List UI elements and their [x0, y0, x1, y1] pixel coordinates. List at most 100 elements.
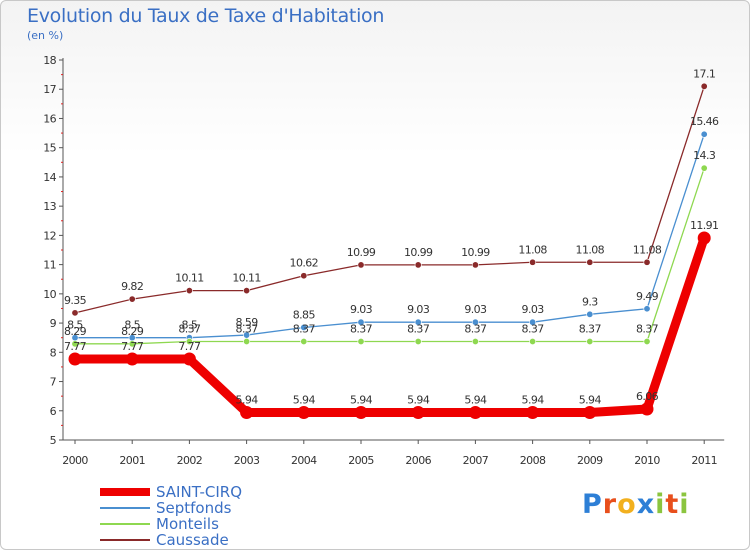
y-tick-label: 9: [50, 317, 57, 330]
data-point: [700, 164, 708, 172]
data-point: [357, 318, 365, 326]
x-tick-label: 2008: [520, 454, 546, 467]
data-point: [586, 258, 594, 266]
data-point: [243, 337, 251, 345]
y-tick-label: 8: [50, 346, 57, 359]
legend-label-septfonds: Septfonds: [156, 499, 232, 517]
data-label: 9.03: [464, 303, 487, 316]
legend-label-caussade: Caussade: [156, 531, 229, 549]
legend-swatch-monteils: [100, 523, 150, 525]
data-point: [240, 406, 254, 420]
logo-letter: P: [582, 489, 603, 520]
data-label: 10.99: [461, 246, 490, 259]
x-tick-label: 2011: [691, 454, 717, 467]
x-tick-label: 2007: [463, 454, 489, 467]
logo-letter: r: [602, 489, 618, 520]
data-point: [125, 352, 139, 366]
legend-item-saint-cirq: SAINT-CIRQ: [100, 483, 243, 501]
y-tick-label: 16: [43, 112, 56, 125]
data-point: [357, 261, 365, 269]
y-tick-label: 17: [43, 83, 56, 96]
data-point: [414, 337, 422, 345]
x-tick-label: 2010: [634, 454, 660, 467]
data-label: 8.29: [64, 325, 87, 338]
x-tick-label: 2009: [577, 454, 603, 467]
legend-item-septfonds: Septfonds: [100, 499, 242, 517]
data-point: [300, 323, 308, 331]
data-label: 7.77: [64, 340, 87, 353]
legend-swatch-caussade: [100, 539, 150, 541]
series-line-monteils: [74, 167, 705, 345]
data-label: 8.29: [121, 325, 144, 338]
data-label: 7.77: [178, 340, 201, 353]
y-tick-label: 7: [50, 376, 57, 389]
y-tick-label: 18: [43, 54, 56, 67]
data-label: 14.3: [693, 149, 716, 162]
legend-label-monteils: Monteils: [156, 515, 219, 533]
data-label: 8.5: [182, 319, 198, 332]
data-point: [300, 272, 308, 280]
data-point: [640, 402, 654, 416]
data-point: [471, 337, 479, 345]
data-point: [411, 406, 425, 420]
data-label: 9.3: [582, 295, 598, 308]
legend-label-saint-cirq: SAINT-CIRQ: [156, 483, 243, 501]
chart-title: Evolution du Taux de Taxe d'Habitation: [27, 5, 385, 27]
data-point: [300, 337, 308, 345]
logo-letter: o: [617, 489, 637, 520]
data-point: [700, 82, 708, 90]
data-point: [71, 340, 79, 348]
y-tick-label: 10: [43, 288, 56, 301]
data-point: [586, 310, 594, 318]
y-tick-label: 6: [50, 405, 57, 418]
data-label: 9.82: [121, 280, 143, 293]
data-label: 9.49: [636, 290, 659, 303]
data-point: [700, 130, 708, 138]
data-label: 11.91: [690, 219, 719, 232]
data-point: [529, 337, 537, 345]
data-point: [71, 309, 79, 317]
data-point: [471, 318, 479, 326]
data-point: [697, 231, 711, 245]
series-line-caussade: [74, 85, 705, 314]
data-point: [586, 337, 594, 345]
logo-letter: i: [655, 489, 666, 520]
data-point: [128, 340, 136, 348]
logo-letter: i: [679, 489, 690, 520]
data-point: [182, 352, 196, 366]
logo-letter: t: [665, 489, 680, 520]
data-point: [529, 258, 537, 266]
legend-swatch-septfonds: [100, 507, 150, 509]
x-tick-label: 2003: [234, 454, 260, 467]
data-label: 8.37: [350, 322, 373, 335]
data-label: 9.03: [522, 303, 545, 316]
data-label: 15.46: [690, 115, 719, 128]
data-label: 8.37: [407, 322, 430, 335]
data-label: 10.99: [404, 246, 433, 259]
data-point: [357, 337, 365, 345]
y-tick-label: 11: [43, 259, 56, 272]
legend-swatch-saint-cirq: [100, 488, 150, 496]
data-label: 9.03: [350, 303, 373, 316]
x-tick-label: 2004: [291, 454, 317, 467]
data-point: [185, 287, 193, 295]
data-label: 9.35: [64, 294, 87, 307]
data-label: 5.94: [236, 394, 259, 407]
logo-letter: x: [636, 489, 656, 520]
data-point: [643, 305, 651, 313]
data-label: 8.5: [67, 319, 83, 332]
data-label: 5.94: [350, 394, 373, 407]
data-label: 5.94: [293, 394, 316, 407]
data-label: 8.37: [236, 322, 259, 335]
y-tick-label: 12: [43, 229, 56, 242]
data-label: 17.1: [693, 67, 715, 80]
data-point: [583, 406, 597, 420]
data-label: 7.77: [121, 340, 144, 353]
data-point: [643, 337, 651, 345]
data-point: [185, 337, 193, 345]
data-label: 10.62: [290, 257, 319, 270]
data-label: 8.59: [236, 316, 259, 329]
data-point: [414, 261, 422, 269]
data-label: 8.37: [579, 322, 602, 335]
